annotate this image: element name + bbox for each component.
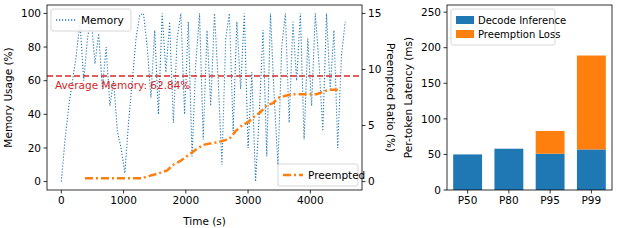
y-tick	[44, 147, 48, 148]
y-tick-label: 100	[21, 7, 41, 19]
annotation: Average Memory: 62.84%	[55, 79, 190, 91]
y-tick-label: 0	[434, 184, 441, 196]
x-tick-label: 1000	[110, 194, 137, 206]
y-tick-label: 80	[28, 41, 41, 53]
legend-swatch	[456, 30, 474, 38]
x-tick	[508, 190, 509, 194]
y-tick	[444, 190, 448, 191]
y2-tick-label: 0	[368, 175, 375, 187]
bar	[453, 154, 482, 155]
y-tick	[444, 118, 448, 119]
x-tick	[248, 190, 249, 194]
x-tick	[123, 190, 124, 194]
y-tick	[44, 181, 48, 182]
y-tick	[44, 13, 48, 14]
x-tick	[310, 190, 311, 194]
x-tick-label: P99	[582, 194, 602, 206]
y-tick-label: 40	[28, 108, 41, 120]
y-tick-label: 200	[421, 41, 441, 53]
frame	[47, 5, 362, 190]
plot-area-left	[47, 13, 362, 181]
y2-tick	[362, 181, 366, 182]
legend-label: Preempted	[308, 169, 365, 181]
bar	[536, 154, 565, 190]
x-tick	[550, 190, 551, 194]
y2-tick	[362, 69, 366, 70]
y-tick	[444, 154, 448, 155]
legend-swatch	[456, 16, 474, 24]
x-tick-label: 4000	[297, 194, 324, 206]
y2-tick-label: 5	[368, 119, 375, 131]
x-tick-label: P95	[540, 194, 560, 206]
legend-label: Memory	[81, 14, 124, 26]
x-tick-label: 3000	[235, 194, 262, 206]
y-tick	[44, 80, 48, 81]
x-tick-label: 0	[58, 194, 65, 206]
y-tick-label: 50	[428, 148, 441, 160]
y2-axis-label: Preempted Ratio (%)	[385, 43, 397, 152]
y-tick	[444, 12, 448, 13]
y-tick	[44, 47, 48, 48]
bar	[577, 56, 606, 150]
y-tick	[444, 47, 448, 48]
x-axis-label: Time (s)	[182, 215, 226, 227]
legend-swatch	[56, 19, 76, 20]
legend-box	[51, 9, 131, 31]
bar	[536, 131, 565, 154]
figure: Average Memory: 62.84%010002000300040000…	[0, 0, 618, 228]
legend-swatch	[283, 174, 303, 177]
plot-area-right	[453, 56, 606, 190]
y2-tick-label: 10	[368, 63, 381, 75]
legend-label: Decode Inference	[478, 15, 566, 26]
x-tick-label: P50	[458, 194, 478, 206]
frame	[447, 5, 612, 190]
x-tick	[467, 190, 468, 194]
y2-tick-label: 15	[368, 7, 381, 19]
y-tick	[44, 114, 48, 115]
bar	[494, 148, 523, 149]
series-line	[61, 13, 345, 181]
bar	[494, 149, 523, 190]
y-tick-label: 0	[34, 175, 41, 187]
y2-tick	[362, 13, 366, 14]
y-axis-label: Per-token Latency (ms)	[402, 37, 414, 158]
legend-label: Preemption Loss	[478, 29, 560, 40]
bar	[577, 149, 606, 190]
bar	[453, 154, 482, 190]
y-tick	[444, 83, 448, 84]
x-tick	[185, 190, 186, 194]
x-tick-label: P80	[499, 194, 519, 206]
y-tick-label: 60	[28, 74, 41, 86]
average-line	[47, 75, 362, 77]
x-tick-label: 2000	[172, 194, 199, 206]
y-axis-label: Memory Usage (%)	[2, 47, 14, 147]
y-tick-label: 100	[421, 113, 441, 125]
x-tick	[591, 190, 592, 194]
y-tick-label: 150	[421, 77, 441, 89]
y2-tick	[362, 125, 366, 126]
y-tick-label: 20	[28, 142, 41, 154]
x-tick	[61, 190, 62, 194]
y-tick-label: 250	[421, 6, 441, 18]
